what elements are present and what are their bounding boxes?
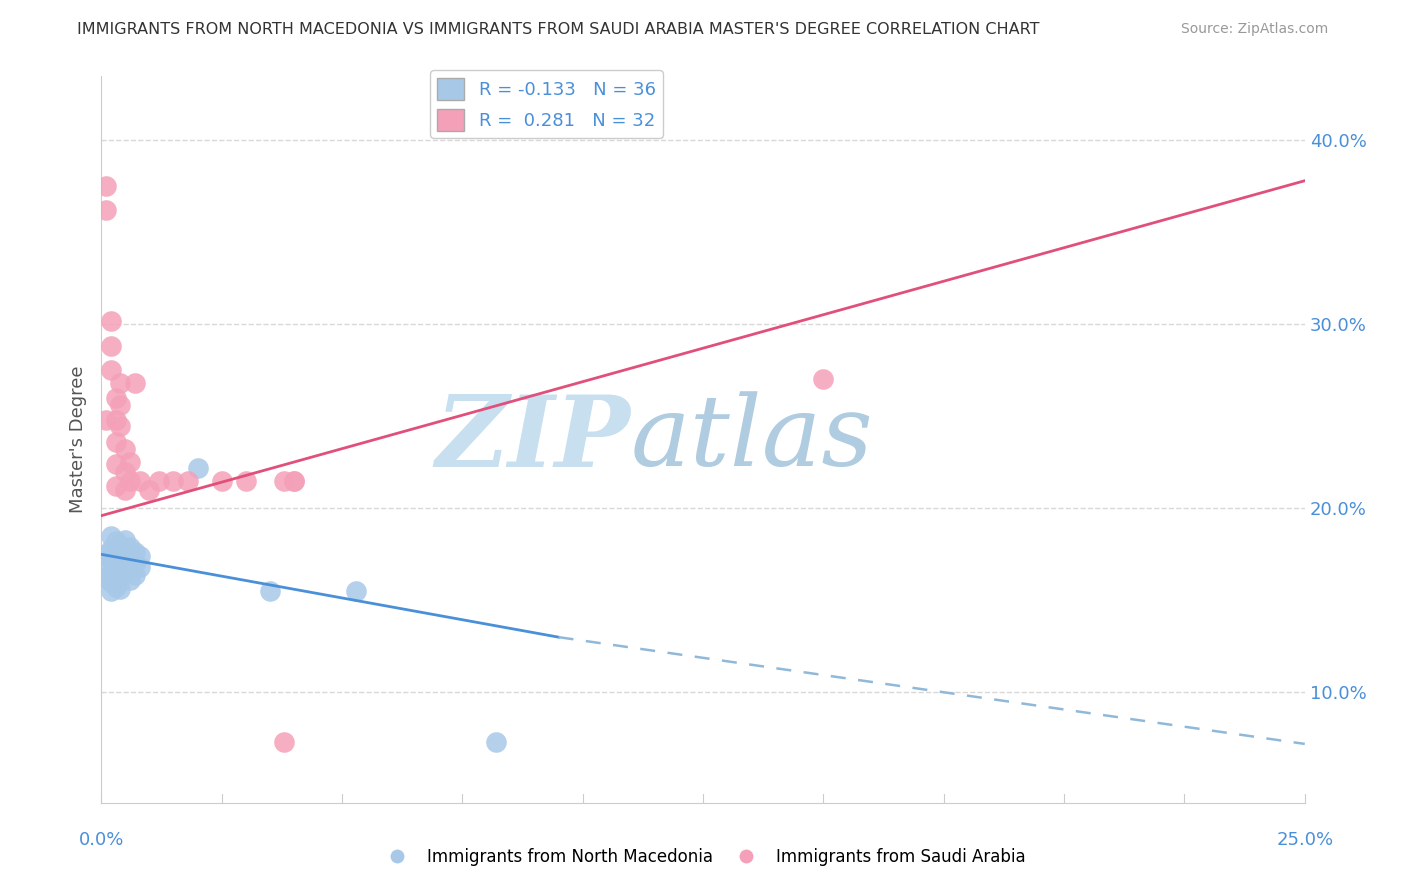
Point [273,735,295,749]
Point [120,573,142,587]
Point [273,474,295,488]
Point [100,541,122,556]
Point [120,455,142,469]
Point [813,372,835,386]
Point [94,179,117,194]
Point [94,560,117,574]
Point [104,391,127,405]
Point [104,435,127,450]
Point [104,545,127,559]
Text: atlas: atlas [631,392,873,487]
Point [100,313,122,327]
Point [100,529,122,543]
Legend: R = -0.133   N = 36, R =  0.281   N = 32: R = -0.133 N = 36, R = 0.281 N = 32 [430,70,664,138]
Text: 25.0%: 25.0% [1277,831,1333,849]
Point [94,547,117,561]
Point [177,474,200,488]
Text: ZIP: ZIP [436,391,631,488]
Point [110,398,132,412]
Point [100,553,122,567]
Point [283,474,305,488]
Point [114,555,136,569]
Point [110,538,132,552]
Text: Source: ZipAtlas.com: Source: ZipAtlas.com [1181,22,1329,37]
Point [138,483,160,497]
Point [110,582,132,597]
Text: IMMIGRANTS FROM NORTH MACEDONIA VS IMMIGRANTS FROM SAUDI ARABIA MASTER'S DEGREE : IMMIGRANTS FROM NORTH MACEDONIA VS IMMIG… [77,22,1040,37]
Point [124,545,146,559]
Point [104,534,127,549]
Point [120,562,142,576]
Point [94,203,117,218]
Point [94,571,117,585]
Point [162,474,184,488]
Point [186,460,208,475]
Point [211,474,233,488]
Point [120,551,142,566]
Point [100,584,122,599]
Point [114,543,136,558]
Point [114,566,136,580]
Point [114,442,136,457]
Text: 0.0%: 0.0% [79,831,124,849]
Point [110,560,132,574]
Point [114,533,136,547]
Point [104,569,127,583]
Point [104,457,127,471]
Point [104,557,127,571]
Point [114,483,136,497]
Point [110,376,132,391]
Point [100,566,122,580]
Point [235,474,257,488]
Point [104,479,127,493]
Point [100,574,122,589]
Point [124,376,146,391]
Point [100,339,122,353]
Y-axis label: Master's Degree: Master's Degree [69,366,87,513]
Point [110,571,132,585]
Point [259,584,281,599]
Point [485,735,508,749]
Point [110,549,132,564]
Legend: Immigrants from North Macedonia, Immigrants from Saudi Arabia: Immigrants from North Macedonia, Immigra… [374,842,1032,873]
Point [283,474,305,488]
Point [124,557,146,571]
Point [120,540,142,554]
Point [114,465,136,479]
Point [94,413,117,427]
Point [120,474,142,488]
Point [148,474,170,488]
Point [128,560,150,574]
Point [100,363,122,377]
Point [344,584,367,599]
Point [104,581,127,595]
Point [124,567,146,582]
Point [128,549,150,564]
Point [110,418,132,433]
Point [104,413,127,427]
Point [128,474,150,488]
